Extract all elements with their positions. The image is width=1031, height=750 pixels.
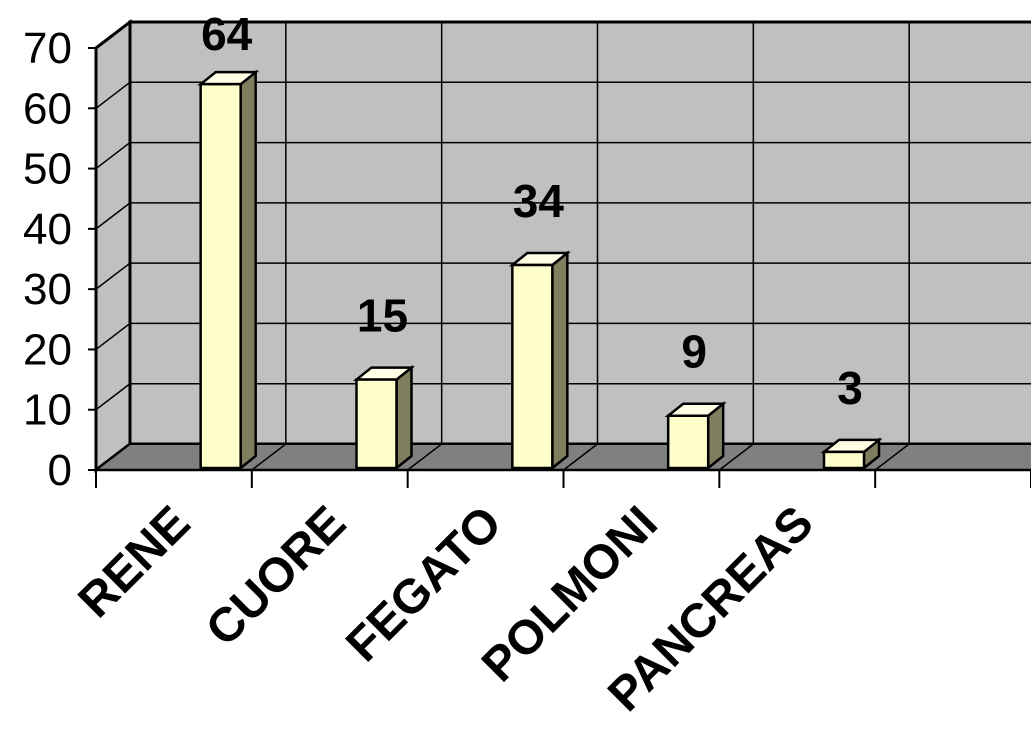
floor-divider [407, 443, 443, 471]
data-label: 9 [681, 326, 707, 378]
back-wall [128, 20, 1031, 446]
y-tick-label: 50 [23, 145, 72, 194]
floor-divider [563, 443, 598, 471]
floor-divider [718, 443, 754, 471]
category-label: RENE [69, 496, 201, 628]
y-tick-label: 60 [23, 84, 72, 133]
data-label: 34 [513, 175, 565, 227]
category-label: CUORE [196, 496, 356, 656]
bar [511, 263, 554, 470]
y-tick-label: 10 [23, 386, 72, 435]
y-tick-label: 20 [23, 325, 72, 374]
bar [822, 450, 866, 470]
floor-divider [251, 443, 287, 471]
bar [666, 414, 710, 470]
data-label: 3 [837, 362, 863, 414]
bar-side [395, 364, 413, 471]
y-tick-label: 0 [48, 446, 72, 495]
bar-side [239, 69, 257, 471]
side-wall [94, 18, 132, 474]
bar [355, 378, 398, 470]
floor-divider [874, 443, 910, 471]
y-tick-label: 40 [23, 205, 72, 254]
bar-side [551, 250, 569, 471]
y-tick-label: 30 [23, 265, 72, 314]
y-tick-label: 70 [23, 24, 72, 73]
data-label: 15 [357, 290, 408, 342]
bar [199, 82, 242, 470]
data-label: 64 [201, 8, 253, 60]
